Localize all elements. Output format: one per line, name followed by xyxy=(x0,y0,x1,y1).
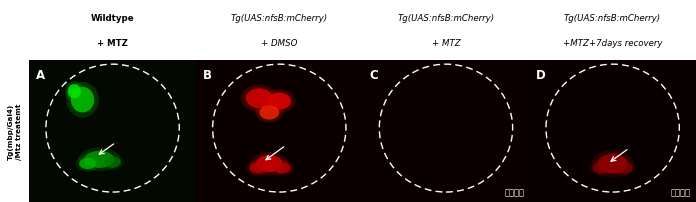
Ellipse shape xyxy=(616,162,633,174)
Text: + MTZ: + MTZ xyxy=(97,39,128,48)
Ellipse shape xyxy=(256,155,283,172)
Text: B: B xyxy=(203,69,212,82)
Text: 재수초화: 재수초화 xyxy=(671,187,691,196)
Text: Tg(UAS:nfsB:mCherry): Tg(UAS:nfsB:mCherry) xyxy=(564,14,661,23)
Ellipse shape xyxy=(101,155,125,170)
Ellipse shape xyxy=(271,160,294,176)
Ellipse shape xyxy=(246,89,273,109)
Ellipse shape xyxy=(255,103,283,123)
Text: Tg(UAS:nfsB:mCherry): Tg(UAS:nfsB:mCherry) xyxy=(397,14,495,23)
Text: Tg(mbp/Gal4)
/Mtz treatemt: Tg(mbp/Gal4) /Mtz treatemt xyxy=(8,103,22,159)
Ellipse shape xyxy=(593,162,609,174)
Ellipse shape xyxy=(66,82,99,118)
Ellipse shape xyxy=(71,87,94,113)
Text: D: D xyxy=(536,69,546,82)
Text: Tg(UAS:nfsB:mCherry): Tg(UAS:nfsB:mCherry) xyxy=(230,14,328,23)
Ellipse shape xyxy=(78,148,120,171)
Text: A: A xyxy=(36,69,45,82)
Ellipse shape xyxy=(246,160,269,176)
Text: + MTZ: + MTZ xyxy=(432,39,460,48)
Text: Wildtype: Wildtype xyxy=(90,14,134,23)
Text: 탈수초화: 탈수초화 xyxy=(505,187,524,196)
Ellipse shape xyxy=(79,158,96,169)
Text: +MTZ+7days recovery: +MTZ+7days recovery xyxy=(563,39,663,48)
Ellipse shape xyxy=(84,151,114,168)
Ellipse shape xyxy=(260,106,279,120)
Ellipse shape xyxy=(592,150,633,178)
Ellipse shape xyxy=(590,160,612,176)
Ellipse shape xyxy=(274,162,291,174)
Ellipse shape xyxy=(598,154,628,174)
Ellipse shape xyxy=(267,93,291,110)
Text: + DMSO: + DMSO xyxy=(261,39,297,48)
Ellipse shape xyxy=(76,156,100,172)
Text: C: C xyxy=(370,69,378,82)
Ellipse shape xyxy=(251,152,288,176)
Ellipse shape xyxy=(68,85,81,99)
Ellipse shape xyxy=(263,90,296,114)
Ellipse shape xyxy=(241,85,278,113)
Ellipse shape xyxy=(104,157,121,168)
Ellipse shape xyxy=(612,160,636,176)
Ellipse shape xyxy=(65,82,84,102)
Ellipse shape xyxy=(249,162,266,174)
